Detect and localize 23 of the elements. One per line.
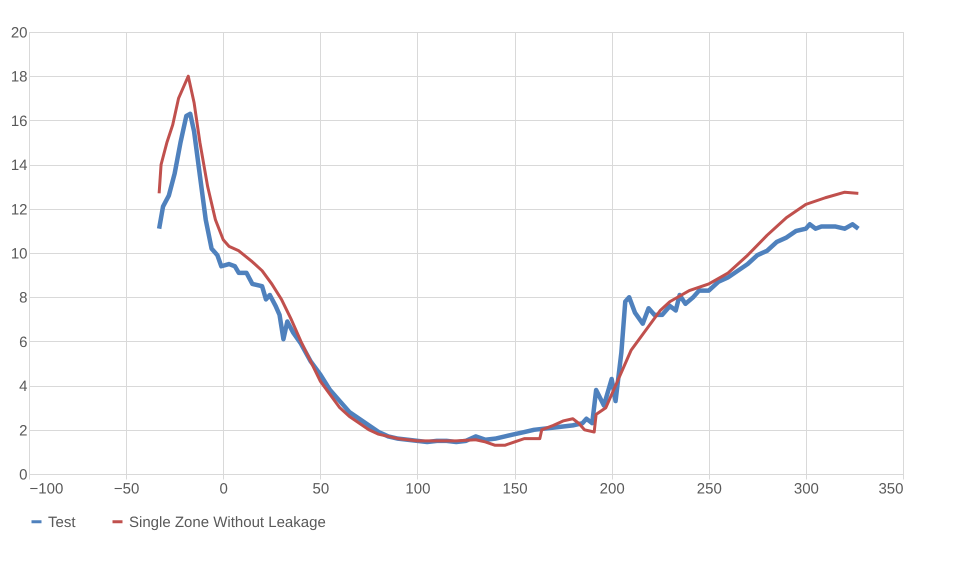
y-tick-label: 8 [19,290,28,307]
y-tick-label: 0 [19,466,28,484]
x-tick-label: 300 [794,480,819,498]
x-tick-label: 150 [502,480,528,498]
legend-label: Single Zone Without Leakage [129,514,326,531]
y-tick-label: 6 [19,334,28,351]
x-tick-label: 250 [696,480,722,498]
y-tick-label: 16 [10,112,28,130]
x-tick-label: 0 [220,480,228,498]
legend-label: Test [48,514,76,531]
x-tick-label: 350 [878,480,904,498]
x-tick-label: −100 [30,480,64,498]
y-tick-label: 18 [10,68,28,86]
y-tick-label: 20 [10,24,28,42]
x-tick-label: −50 [114,480,140,498]
y-tick-label: 4 [19,378,28,396]
x-tick-label: 100 [405,480,430,498]
y-tick-label: 12 [10,201,28,218]
x-tick-label: 50 [312,480,330,498]
x-tick-label: 200 [600,480,625,498]
y-tick-label: 14 [10,157,28,174]
y-tick-label: 10 [10,246,28,262]
y-tick-label: 2 [19,422,28,440]
